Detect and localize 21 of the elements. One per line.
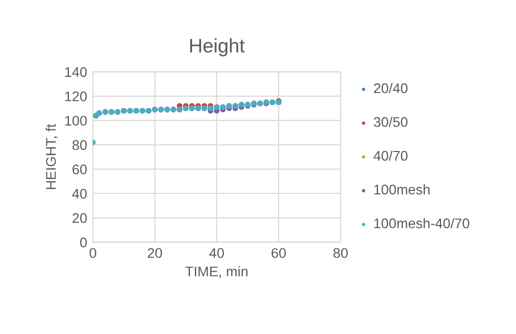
legend-label: 20/40	[374, 82, 408, 94]
x-tick-label: 60	[272, 248, 286, 258]
y-tick-label: 120	[65, 91, 87, 102]
y-tick-label: 140	[65, 67, 87, 77]
x-tick-label: 40	[209, 248, 224, 258]
chart-title: Height	[190, 38, 245, 56]
y-tick-label: 60	[72, 164, 87, 174]
x-tick-label: 20	[148, 248, 162, 258]
x-tick-label: 0	[90, 248, 96, 258]
legend-label: 100mesh	[374, 184, 430, 194]
y-tick-label: 100	[65, 116, 87, 126]
y-axis-title: HEIGHT, ft	[46, 124, 58, 190]
y-tick-label: 0	[80, 237, 87, 248]
x-axis-title: TIME, min	[185, 266, 248, 278]
y-tick-label: 40	[72, 188, 87, 199]
x-tick-label: 80	[333, 248, 348, 258]
y-tick-label: 80	[72, 140, 87, 150]
y-tick-label: 20	[72, 213, 87, 223]
legend-label: 40/70	[374, 150, 408, 161]
legend-label: 100mesh-40/70	[374, 218, 470, 228]
legend-label: 30/50	[374, 116, 408, 127]
